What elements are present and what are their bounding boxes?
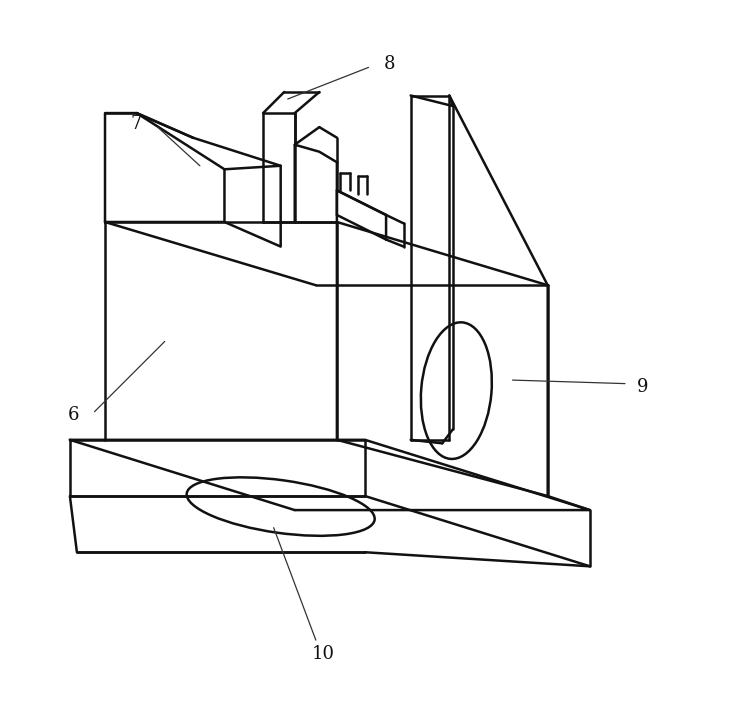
Text: 8: 8 — [384, 55, 396, 73]
Text: 6: 6 — [68, 406, 79, 424]
Text: 7: 7 — [131, 114, 142, 133]
Text: 10: 10 — [311, 645, 334, 663]
Text: 9: 9 — [637, 378, 648, 396]
